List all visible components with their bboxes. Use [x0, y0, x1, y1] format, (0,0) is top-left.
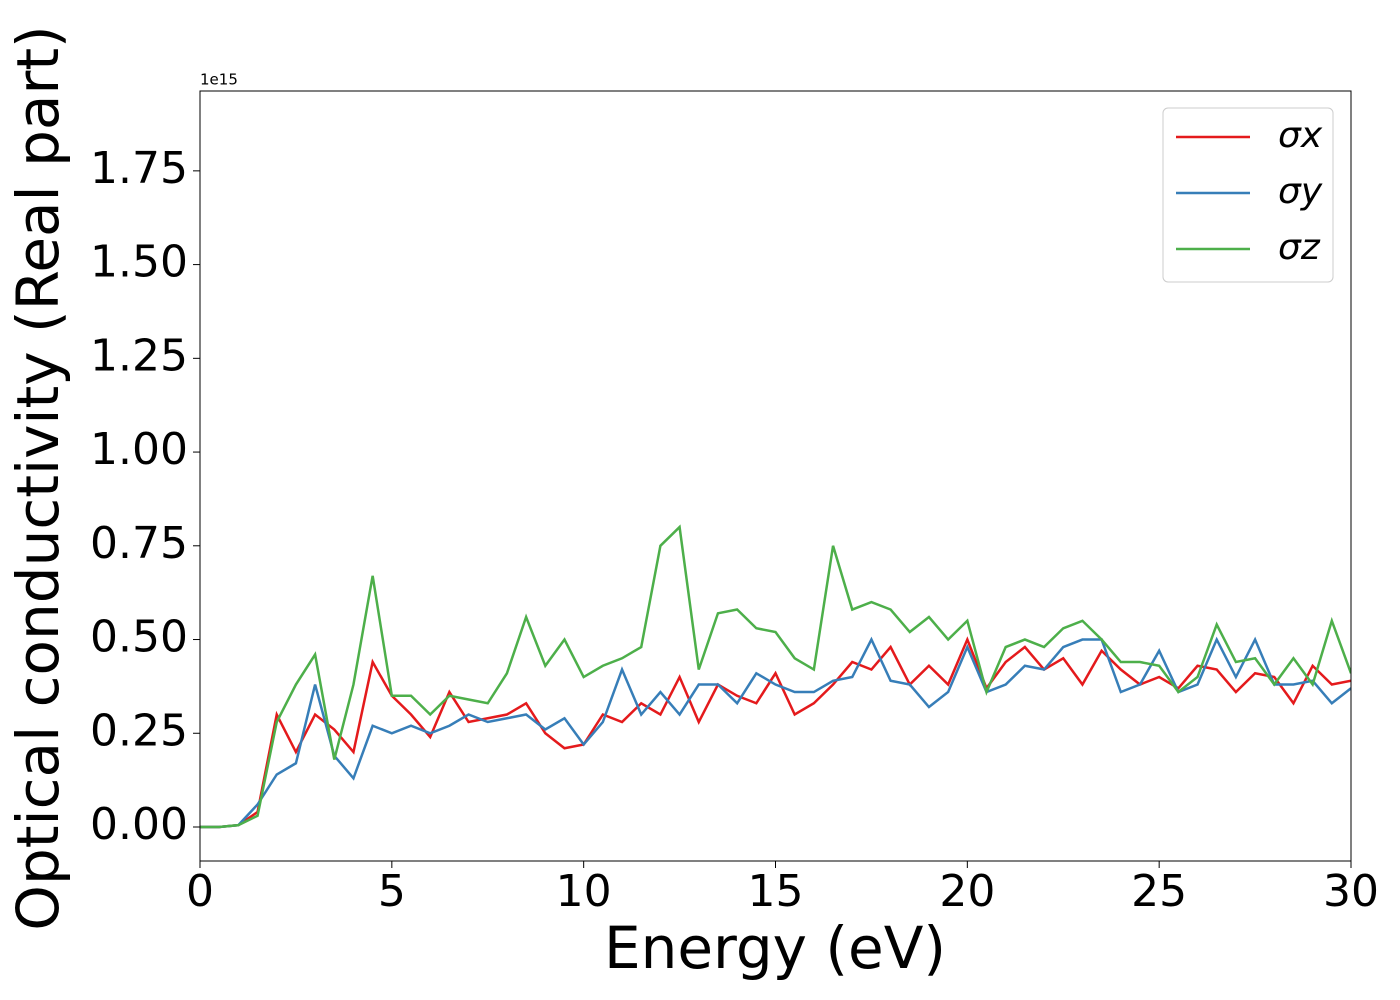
x-tick-label: 10 — [556, 866, 612, 917]
y-tick-label: 1.00 — [90, 424, 188, 475]
series-line — [200, 524, 1351, 829]
legend-label: σy — [1278, 171, 1323, 212]
legend-label: σx — [1278, 115, 1323, 156]
y-tick-label: 0.75 — [90, 518, 188, 569]
y-tick-label: 0.50 — [90, 612, 188, 663]
y-tick-label: 1.50 — [90, 237, 188, 288]
y-offset-label: 1e15 — [200, 71, 238, 89]
y-tick-label: 0.00 — [90, 799, 188, 850]
x-tick-label: 0 — [186, 866, 214, 917]
series-line — [200, 636, 1351, 829]
y-tick-label: 1.75 — [90, 143, 188, 194]
x-tick-label: 5 — [378, 866, 406, 917]
x-tick-label: 15 — [748, 866, 804, 917]
x-tick-label: 25 — [1131, 866, 1187, 917]
x-tick-label: 20 — [939, 866, 995, 917]
x-tick-label: 30 — [1323, 866, 1379, 917]
y-tick-label: 1.25 — [90, 330, 188, 381]
y-axis-label: Optical conductivity (Real part) — [4, 25, 72, 930]
plot-frame — [199, 90, 1352, 862]
x-axis-label: Energy (eV) — [604, 914, 946, 982]
legend-label: σz — [1278, 227, 1321, 268]
series-line — [200, 636, 1351, 829]
legend-box — [1162, 107, 1334, 283]
y-tick-label: 0.25 — [90, 705, 188, 756]
